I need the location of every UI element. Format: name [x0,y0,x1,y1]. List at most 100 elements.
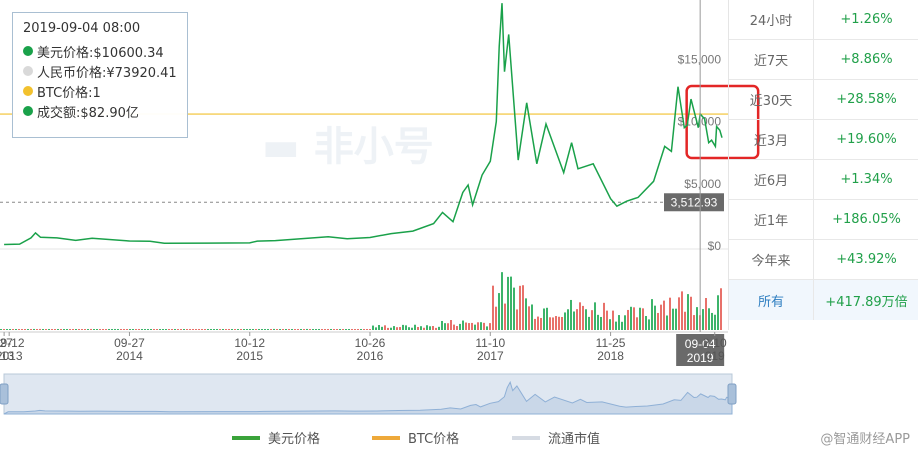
volume-bar [210,329,212,330]
perf-row-6m[interactable]: 近6月 +1.34% [729,160,918,200]
volume-bar [459,323,461,330]
range-handle-left[interactable] [0,383,9,405]
volume-bar [711,312,713,330]
volume-bar [585,309,587,330]
volume-bar [426,325,428,330]
perf-row-7d[interactable]: 近7天 +8.86% [729,40,918,80]
volume-bar [534,318,536,330]
volume-bar [18,329,20,330]
volume-bar [300,329,302,330]
volume-bar [207,329,209,330]
volume-bar [453,324,455,330]
perf-row-all[interactable]: 所有 +417.89万倍 [729,280,918,320]
cny-series-dot [23,66,33,76]
volume-bar [273,328,275,330]
volume-bar [510,276,512,330]
volume-bar [171,329,173,330]
volume-bar [537,316,539,330]
tooltip-volume: 成交额:$82.90亿 [37,105,139,121]
volume-bar [600,316,602,330]
tooltip-row-btc: BTC价格:1 [23,81,177,101]
volume-bar [369,329,371,330]
volume-bar [261,329,263,330]
legend-item-btc-price[interactable]: BTC价格 [372,428,459,447]
legend-item-usd-price[interactable]: 美元价格 [232,428,320,447]
volume-bar [669,297,671,330]
volume-bar [396,327,398,330]
volume-bar [525,298,527,330]
legend-swatch [512,435,540,440]
perf-row-ytd[interactable]: 今年来 +43.92% [729,240,918,280]
x-tick-year-label: 2014 [116,349,143,363]
volume-bar [513,287,515,330]
perf-period-label: 所有 [729,280,814,320]
btc-series-dot [23,86,33,96]
volume-bar [105,329,107,330]
volume-bar [447,323,449,330]
volume-bar [633,307,635,330]
volume-bar [0,329,2,330]
perf-row-24h[interactable]: 24小时 +1.26% [729,0,918,40]
tooltip-usd-price: 美元价格:$10600.34 [37,45,164,61]
volume-bar [366,329,368,330]
perf-period-label: 近3月 [729,120,814,159]
volume-bar [3,329,5,330]
volume-bar [615,321,617,330]
x-tick-year-label: 2016 [357,349,384,363]
volume-bar [549,317,551,330]
tooltip-cny-price: 人民币价格:¥73920.41 [37,65,177,81]
volume-bar [540,317,542,330]
volume-bar [522,285,524,330]
volume-bar [168,329,170,330]
range-slider-preview [3,380,733,415]
legend-label: BTC价格 [408,432,460,447]
chart-tooltip: 2019-09-04 08:00 美元价格:$10600.34 人民币价格:¥7… [12,12,188,138]
volume-bar [444,323,446,330]
volume-bar [153,328,155,330]
volume-bar [342,329,344,330]
volume-bar [246,329,248,330]
perf-change-value: +43.92% [836,252,897,267]
volume-bar [474,324,476,330]
volume-bar [339,329,341,330]
volume-bar [111,329,113,330]
tooltip-date: 2019-09-04 08:00 [23,21,141,36]
volume-bar [363,329,365,330]
volume-bar [213,329,215,330]
x-tick-year-label: 013 [0,349,14,363]
range-handle-right[interactable] [727,383,737,405]
volume-bar [492,285,494,330]
volume-bar [27,329,29,330]
legend-swatch [232,435,260,440]
volume-bar [186,329,188,330]
crosshair-year-label: 2019 [687,351,714,365]
volume-bar [69,329,71,330]
legend-item-market-cap[interactable]: 流通市值 [512,428,600,447]
volume-bar [225,329,227,330]
perf-change-value: +186.05% [832,212,901,227]
volume-bar [234,329,236,330]
perf-row-30d[interactable]: 近30天 +28.58% [729,80,918,120]
highlight-box [685,84,760,160]
volume-bar [24,329,26,330]
volume-bar [282,329,284,330]
volume-bar [159,329,161,330]
perf-change-value: +417.89万倍 [814,280,918,320]
volume-bar [360,329,362,330]
volume-bar [108,329,110,330]
volume-bar [198,329,200,330]
x-tick-year-label: 2017 [477,349,504,363]
volume-bar [135,329,137,330]
perf-row-1y[interactable]: 近1年 +186.05% [729,200,918,240]
volume-bar [609,319,611,330]
volume-bar [318,329,320,330]
volume-bar [411,327,413,330]
volume-bar [618,315,620,330]
volume-bar [141,329,143,330]
volume-bar [441,320,443,330]
tooltip-row-volume: 成交额:$82.90亿 [23,101,177,121]
volume-bar [228,329,230,330]
perf-row-3m[interactable]: 近3月 +19.60% [729,120,918,160]
volume-bar [72,329,74,330]
